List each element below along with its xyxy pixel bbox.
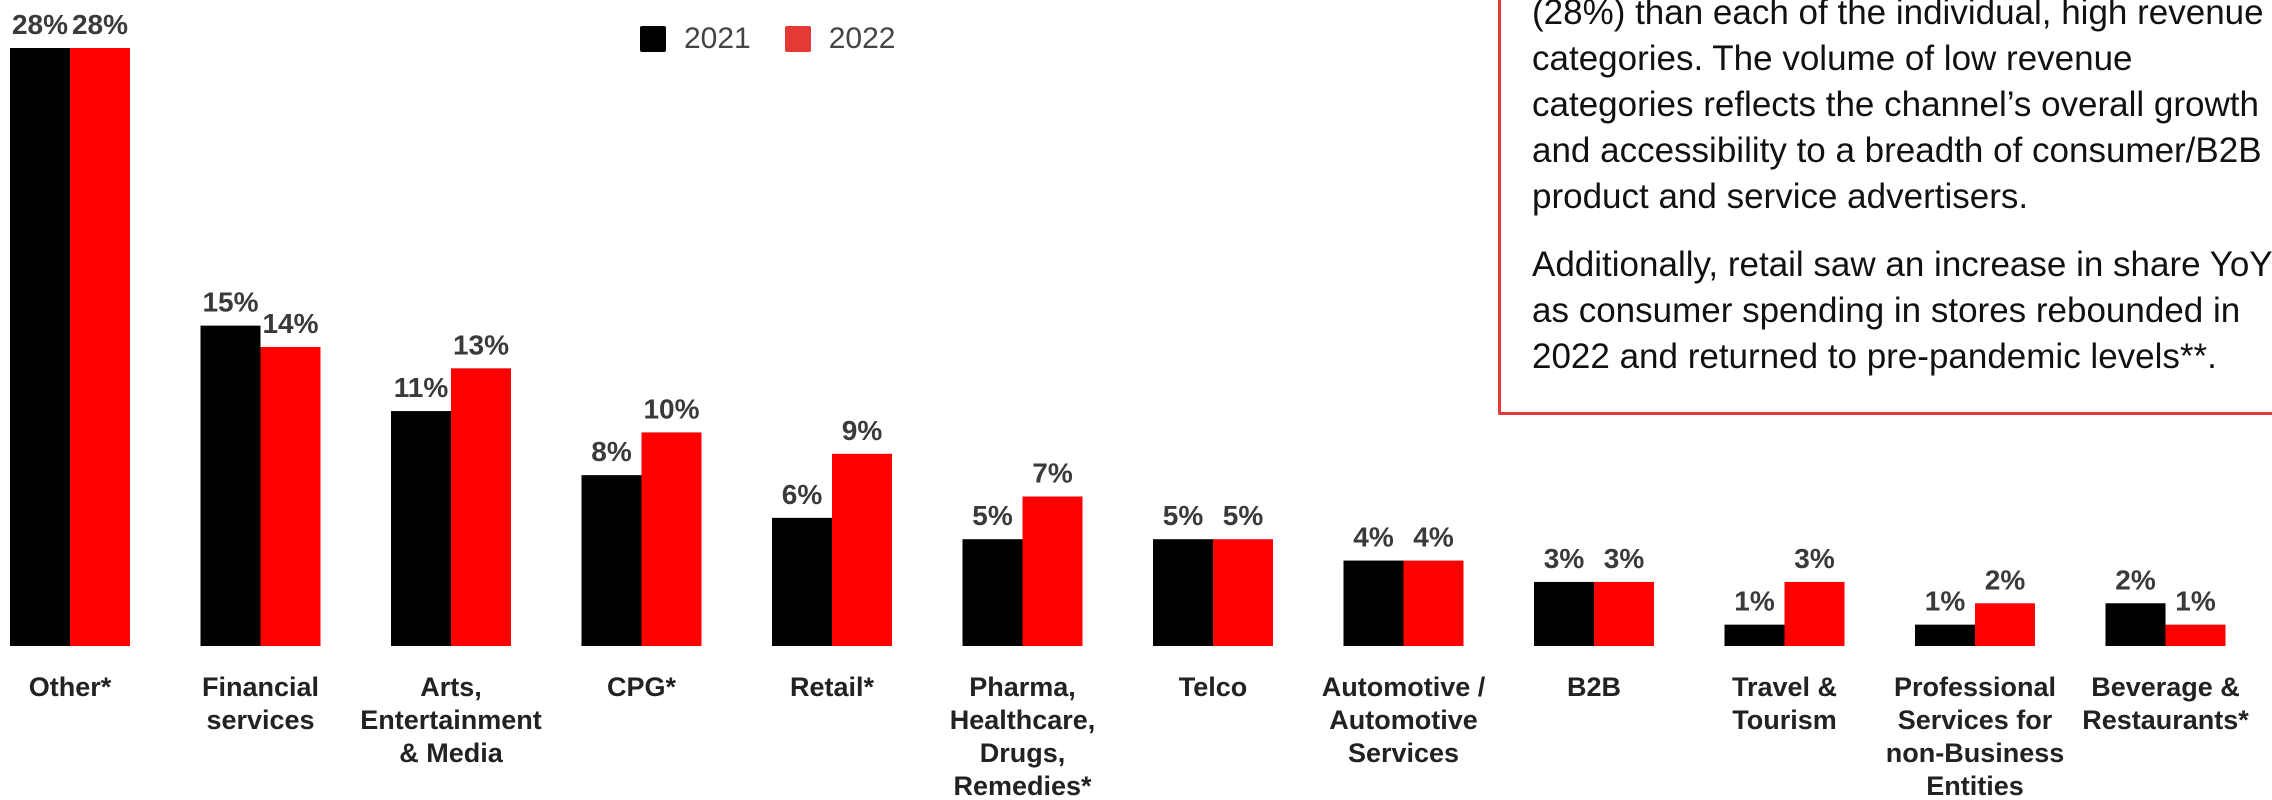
value-label-2021-9: 1% — [1734, 586, 1775, 617]
category-label-7: Automotive — [1329, 705, 1478, 735]
category-label-11: Restaurants* — [2082, 705, 2249, 735]
bar-2021-3 — [581, 475, 642, 646]
note-line: 2022 and returned to pre-pandemic levels… — [1532, 337, 2217, 376]
bar-2021-7 — [1343, 560, 1404, 646]
value-label-2021-0: 28% — [12, 9, 68, 40]
bar-2022-10 — [1975, 603, 2035, 646]
category-label-9: Travel & — [1732, 672, 1837, 702]
bar-2021-1 — [200, 325, 261, 646]
note-paragraph-2: Additionally, retail saw an increase in … — [1532, 242, 2272, 380]
bar-2022-2 — [451, 368, 511, 646]
category-label-5: Remedies* — [953, 771, 1092, 800]
value-label-2022-7: 4% — [1413, 522, 1454, 553]
note-line: Additionally, retail saw an increase in … — [1532, 245, 2272, 284]
value-label-2022-4: 9% — [842, 415, 883, 446]
value-label-2022-9: 3% — [1794, 543, 1835, 574]
legend-label-2021: 2021 — [684, 22, 751, 55]
bar-2021-10 — [1915, 624, 1975, 646]
value-label-2021-4: 6% — [782, 479, 823, 510]
bar-2022-3 — [641, 432, 702, 646]
category-label-9: Tourism — [1732, 705, 1837, 735]
value-label-2022-3: 10% — [643, 393, 699, 424]
category-label-1: Financial — [202, 672, 319, 702]
category-label-8: B2B — [1567, 672, 1621, 702]
bar-2021-11 — [2105, 603, 2166, 646]
bar-2022-9 — [1784, 581, 1845, 646]
category-label-11: Beverage & — [2091, 672, 2240, 702]
value-label-2021-11: 2% — [2115, 564, 2156, 595]
bar-2021-6 — [1153, 539, 1213, 646]
bar-2022-11 — [2165, 624, 2226, 646]
value-label-2022-10: 2% — [1985, 564, 2026, 595]
value-label-2022-11: 1% — [2175, 586, 2216, 617]
category-label-5: Drugs, — [980, 738, 1066, 768]
bar-2022-7 — [1403, 560, 1464, 646]
category-label-10: Professional — [1894, 672, 2056, 702]
category-label-2: Entertainment — [360, 705, 542, 735]
value-label-2022-0: 28% — [72, 9, 128, 40]
note-line: categories reflects the channel’s overal… — [1532, 85, 2259, 124]
note-line: categories. The volume of low revenue — [1532, 39, 2133, 78]
note-paragraph-1: (28%) than each of the individual, high … — [1532, 0, 2272, 220]
value-label-2021-10: 1% — [1925, 586, 1966, 617]
legend-label-2022: 2022 — [828, 22, 896, 55]
bar-2021-5 — [962, 539, 1023, 646]
bar-2022-8 — [1594, 581, 1654, 646]
bar-2021-2 — [391, 411, 451, 646]
category-label-1: services — [206, 705, 314, 735]
value-label-2021-8: 3% — [1544, 543, 1585, 574]
note-callout-border — [1498, 0, 2272, 415]
category-label-0: Other* — [29, 672, 112, 702]
category-label-10: Entities — [1926, 771, 2024, 800]
value-label-2021-7: 4% — [1353, 522, 1394, 553]
category-label-10: Services for — [1898, 705, 2053, 735]
bar-2021-9 — [1724, 624, 1785, 646]
category-label-4: Retail* — [790, 672, 875, 702]
bar-2022-6 — [1213, 539, 1273, 646]
category-label-6: Telco — [1179, 672, 1248, 702]
category-label-10: non-Business — [1886, 738, 2065, 768]
value-label-2021-5: 5% — [972, 500, 1013, 531]
note-line: and accessibility to a breadth of consum… — [1532, 131, 2262, 170]
category-label-7: Automotive / — [1322, 672, 1486, 702]
category-label-5: Pharma, — [969, 672, 1076, 702]
bar-2022-4 — [832, 453, 892, 646]
value-label-2022-2: 13% — [453, 329, 509, 360]
legend-swatch-2022 — [784, 26, 811, 52]
note-callout-text: (28%) than each of the individual, high … — [1532, 0, 2272, 402]
category-label-5: Healthcare, — [950, 705, 1096, 735]
category-label-2: & Media — [399, 738, 504, 768]
value-label-2022-6: 5% — [1223, 500, 1264, 531]
value-label-2022-1: 14% — [262, 308, 318, 339]
chart-legend: 2021 2022 — [640, 22, 930, 56]
legend-item-2021: 2021 — [640, 22, 751, 56]
value-label-2022-5: 7% — [1032, 458, 1073, 489]
note-line: (28%) than each of the individual, high … — [1532, 0, 2264, 32]
bar-2021-4 — [772, 517, 832, 646]
category-label-2: Arts, — [420, 672, 482, 702]
legend-swatch-2021 — [640, 26, 666, 52]
note-line: product and service advertisers. — [1532, 177, 2029, 216]
bar-2022-0 — [70, 48, 130, 646]
bar-2022-5 — [1022, 496, 1083, 646]
bar-2022-1 — [260, 347, 321, 646]
bar-2021-0 — [10, 48, 70, 646]
value-label-2022-8: 3% — [1604, 543, 1645, 574]
category-label-3: CPG* — [607, 672, 677, 702]
category-label-7: Services — [1348, 738, 1459, 768]
note-line: as consumer spending in stores rebounded… — [1532, 291, 2241, 330]
value-label-2021-2: 11% — [394, 372, 449, 403]
value-label-2021-3: 8% — [591, 436, 632, 467]
legend-item-2022: 2022 — [784, 22, 896, 56]
value-label-2021-1: 15% — [202, 287, 258, 318]
bar-2021-8 — [1534, 581, 1594, 646]
value-label-2021-6: 5% — [1163, 500, 1204, 531]
